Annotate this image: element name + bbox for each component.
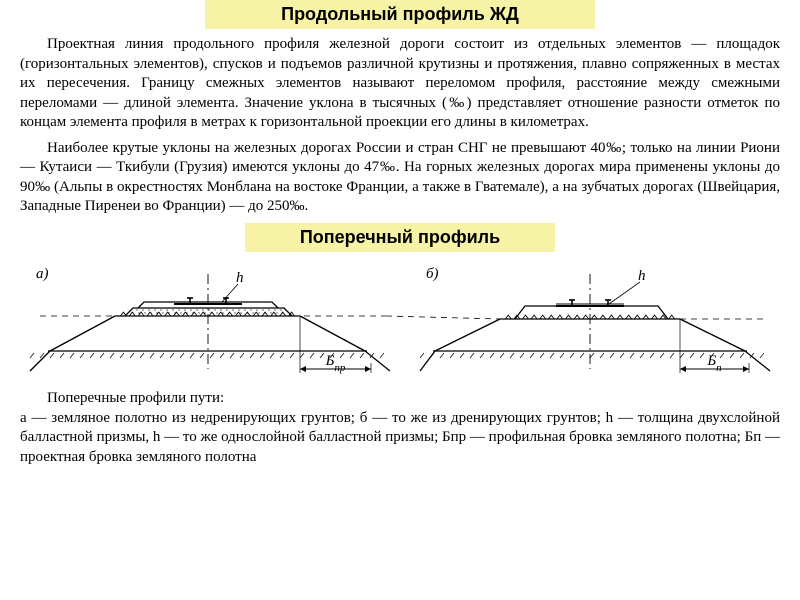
svg-text:h: h <box>638 268 646 284</box>
figure-caption-body: а — земляное полотно из недренирующих гр… <box>20 409 780 468</box>
paragraph-longitudinal-2: Наиболее крутые уклоны на железных дорог… <box>20 139 780 217</box>
svg-text:Бпр: Бпр <box>325 353 346 374</box>
paragraph-longitudinal-1: Проектная линия продольного профиля желе… <box>20 35 780 133</box>
svg-text:Бп: Бп <box>706 353 722 374</box>
svg-text:а): а) <box>36 266 49 282</box>
section-header-cross: Поперечный профиль <box>245 223 555 252</box>
svg-text:б): б) <box>426 266 439 282</box>
section-header-longitudinal: Продольный профиль ЖД <box>205 0 595 29</box>
cross-section-diagram: а) h Бпр б) h Бп <box>20 256 780 386</box>
caption-text-span: а — земляное полотно из недренирующих гр… <box>20 410 780 465</box>
figure-caption-title: Поперечные профили пути: <box>20 390 780 407</box>
svg-text:h: h <box>236 270 244 286</box>
